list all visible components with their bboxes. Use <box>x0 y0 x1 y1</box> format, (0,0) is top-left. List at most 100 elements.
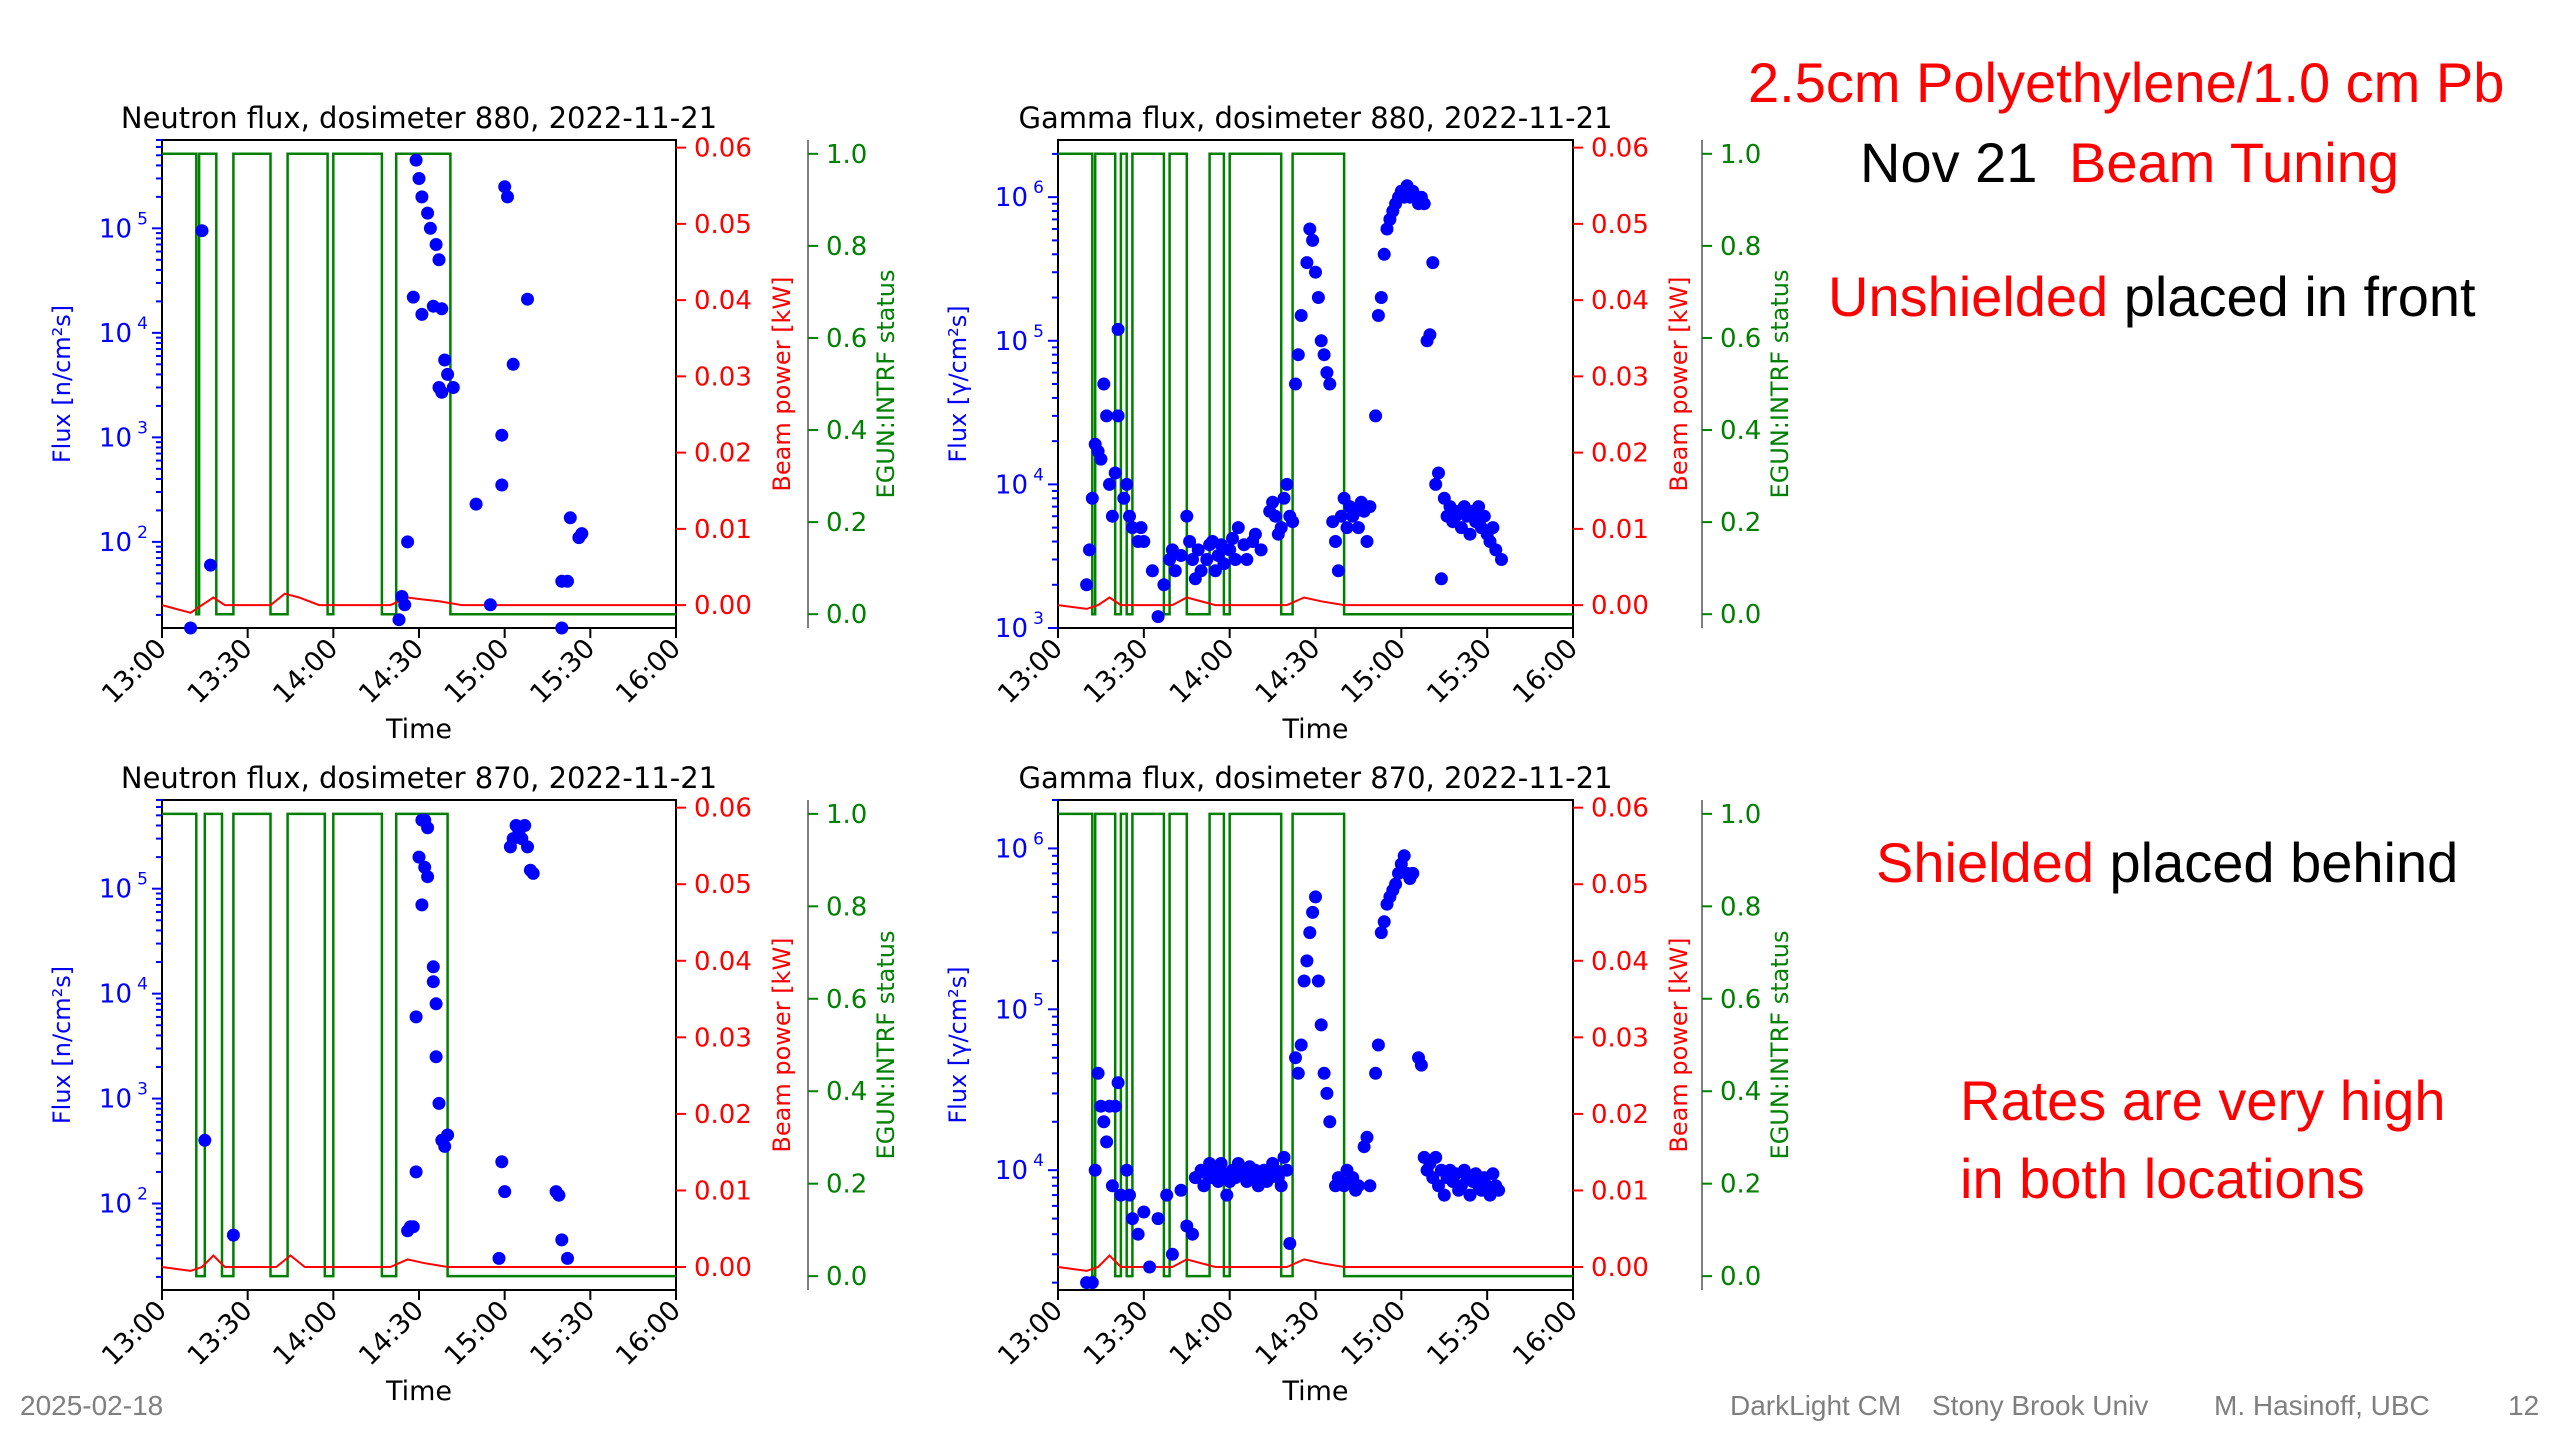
flux-point <box>1477 509 1491 523</box>
flux-point <box>1294 309 1308 322</box>
y-tick-exponent: 2 <box>137 523 148 543</box>
beam-power-line <box>161 592 676 614</box>
y-tick-label: 10 <box>99 1085 132 1115</box>
flux-point <box>1223 543 1237 557</box>
y3-tick-label: 0.2 <box>826 1170 867 1200</box>
flux-point <box>1320 1086 1334 1100</box>
x-tick-label: 16:00 <box>1507 633 1584 710</box>
flux-point <box>1429 1150 1443 1164</box>
y3-tick-label: 0.4 <box>826 416 867 446</box>
y-axis-label: Flux [n/cm²s] <box>48 305 76 463</box>
flux-point <box>1085 491 1099 505</box>
y-tick-label: 10 <box>995 327 1028 357</box>
flux-point <box>398 598 412 612</box>
flux-point <box>435 302 449 316</box>
y2-tick-label: 0.06 <box>694 794 752 824</box>
flux-point <box>1340 521 1354 535</box>
flux-point <box>1268 509 1282 523</box>
flux-point <box>1097 1115 1111 1129</box>
flux-point <box>392 613 406 627</box>
flux-point <box>1486 521 1500 535</box>
x-tick-label: 13:30 <box>182 1295 259 1372</box>
y3-tick-label: 0.2 <box>1720 1170 1761 1200</box>
flux-point <box>1111 322 1125 336</box>
flux-point <box>1360 535 1374 548</box>
flux-point <box>1165 1247 1179 1261</box>
y2-axis-label: Beam power [kW] <box>1665 276 1693 491</box>
flux-point <box>1323 377 1337 391</box>
flux-point <box>1406 866 1420 880</box>
flux-point <box>1105 1179 1119 1193</box>
status-line <box>162 812 676 1278</box>
flux-point <box>401 535 415 549</box>
x-tick-label: 16:00 <box>610 633 687 710</box>
flux-point <box>1463 1188 1477 1202</box>
x-tick-label: 13:30 <box>1078 633 1155 710</box>
y-tick-exponent: 5 <box>137 870 148 890</box>
flux-point <box>555 621 569 635</box>
y-tick-label: 10 <box>99 1190 132 1220</box>
y2-axis-label: Beam power [kW] <box>1665 937 1693 1152</box>
x-tick-label: 14:00 <box>1164 633 1241 710</box>
flux-point <box>1303 222 1317 236</box>
flux-point <box>495 428 509 442</box>
x-tick-label: 13:30 <box>1078 1295 1155 1372</box>
shielded-label: Shielded <box>1876 831 2094 894</box>
y3-tick-label: 0.4 <box>1720 416 1761 446</box>
flux-point <box>492 1251 506 1265</box>
x-tick-label: 15:00 <box>1335 1295 1412 1372</box>
x-tick-label: 14:00 <box>1164 1295 1241 1372</box>
flux-point <box>1432 466 1445 480</box>
footer-meeting: DarkLight CM <box>1730 1390 1902 1421</box>
flux-point <box>1297 974 1311 988</box>
subtitle-date: Nov 21 <box>1860 131 2038 194</box>
flux-point <box>423 221 437 235</box>
flux-point <box>1351 1179 1365 1193</box>
rates-note-line1: Rates are very high <box>1960 1069 2446 1132</box>
flux-point <box>561 574 574 588</box>
y3-tick-label: 0.6 <box>1720 985 1761 1015</box>
y3-tick-label: 0.0 <box>1720 1262 1761 1292</box>
y-tick-exponent: 4 <box>137 314 148 334</box>
flux-point <box>1105 509 1119 523</box>
x-tick-label: 13:00 <box>992 1295 1069 1372</box>
y2-tick-label: 0.05 <box>694 210 752 240</box>
y2-tick-label: 0.00 <box>694 1253 752 1283</box>
y2-tick-label: 0.01 <box>1591 515 1649 545</box>
y2-tick-label: 0.03 <box>1591 362 1649 392</box>
flux-point <box>1174 1183 1188 1197</box>
flux-point <box>1103 477 1116 491</box>
chart-title: Neutron flux, dosimeter 880, 2022-11-21 <box>121 101 717 135</box>
x-tick-label: 14:30 <box>1250 1295 1327 1372</box>
flux-point <box>1377 247 1391 261</box>
flux-point <box>1363 500 1377 514</box>
y-tick-label: 10 <box>995 834 1028 864</box>
y-tick-label: 10 <box>99 423 132 453</box>
x-tick-label: 14:30 <box>353 633 430 710</box>
flux-point <box>1294 1038 1308 1052</box>
flux-point <box>1283 1237 1297 1250</box>
y2-tick-label: 0.04 <box>1591 286 1649 316</box>
flux-point <box>426 975 440 989</box>
flux-point <box>1277 1150 1291 1164</box>
flux-point <box>1286 515 1300 529</box>
flux-point <box>1145 564 1159 578</box>
flux-point <box>575 527 589 541</box>
y-axis-label: Flux [γ/cm²s] <box>944 966 972 1123</box>
flux-point <box>1123 509 1136 523</box>
y3-axis-label: EGUN:INTRF status <box>1766 931 1794 1160</box>
flux-point <box>498 1185 512 1199</box>
flux-point <box>1083 543 1096 557</box>
y-tick-exponent: 4 <box>1033 1151 1044 1171</box>
y-tick-label: 10 <box>995 995 1028 1025</box>
status-line <box>1058 812 1573 1278</box>
flux-point <box>1111 409 1125 423</box>
y2-axis-label: Beam power [kW] <box>768 276 796 491</box>
x-tick-label: 16:00 <box>610 1295 687 1372</box>
flux-point <box>441 367 455 381</box>
y2-tick-label: 0.01 <box>694 515 752 545</box>
x-tick-label: 15:30 <box>524 1295 601 1372</box>
y2-tick-label: 0.06 <box>694 134 752 164</box>
flux-point <box>1151 1212 1165 1226</box>
